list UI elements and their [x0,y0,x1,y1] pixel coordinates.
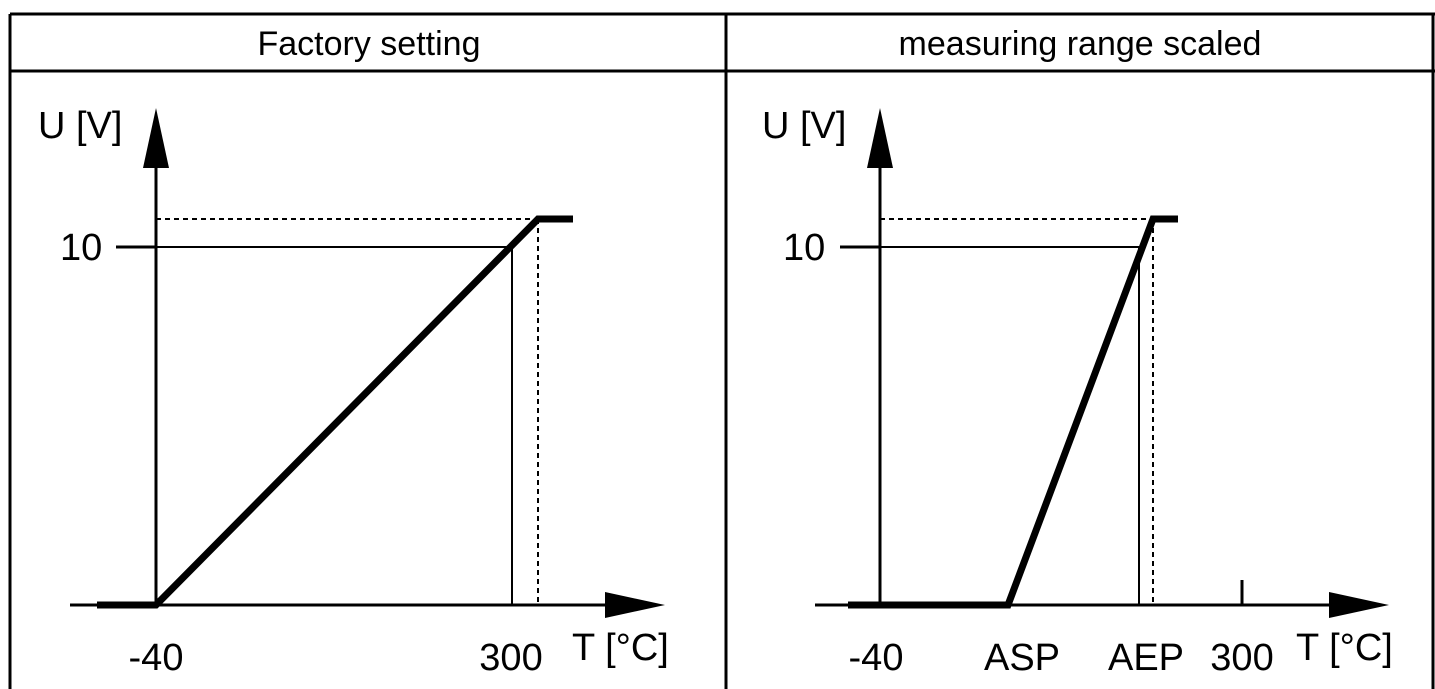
x-axis-arrow-icon [1329,592,1389,618]
measuring-range-scaled-chart: 10 U [V] T [°C] -40 ASP AEP 300 [762,105,1393,679]
x-axis-arrow-icon [605,592,665,618]
y-axis-arrow-icon [867,108,893,168]
y-axis-label: U [V] [38,105,122,147]
header-factory-setting: Factory setting [258,25,481,63]
x-tick-label-300: 300 [479,637,542,679]
x-axis-label: T [°C] [1296,627,1393,669]
x-tick-label-300: 300 [1210,637,1273,679]
y-axis-arrow-icon [143,108,169,168]
output-characteristic-line [97,215,573,609]
x-tick-label-minus40: -40 [129,637,184,679]
y-axis-label: U [V] [762,105,846,147]
x-tick-label-asp: ASP [984,637,1060,679]
table-frame [8,12,1435,689]
x-tick-label-aep: AEP [1108,637,1184,679]
x-tick-label-minus40: -40 [849,637,904,679]
y-tick-label-10: 10 [783,227,825,269]
header-measuring-range-scaled: measuring range scaled [899,25,1262,63]
output-characteristic-line [848,215,1178,609]
x-axis-label: T [°C] [572,627,669,669]
y-tick-label-10: 10 [60,227,102,269]
factory-setting-chart: 10 U [V] T [°C] -40 300 [38,105,669,679]
